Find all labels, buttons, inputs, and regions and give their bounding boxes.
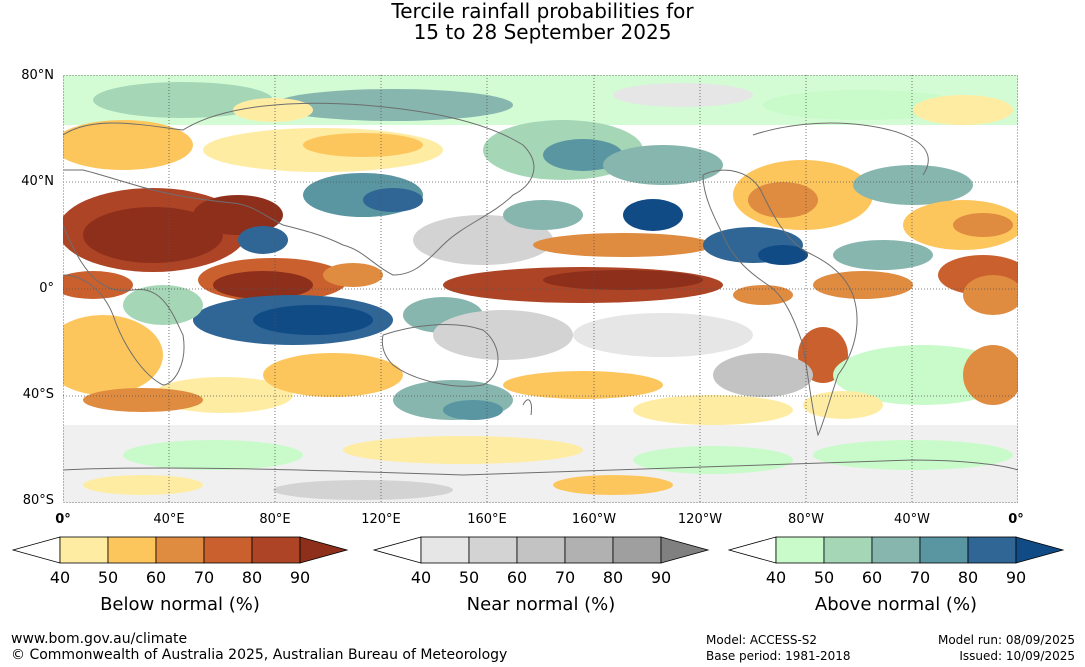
- legend-tick-label: 80: [957, 568, 979, 587]
- graticule: [63, 75, 1018, 503]
- map-svg: [43, 75, 1028, 503]
- lon-label-40e: 40°E: [153, 512, 185, 527]
- lon-label-160e: 160°E: [467, 512, 507, 527]
- legend-lower-triangle: [728, 536, 777, 564]
- legend-tick-label: 60: [861, 568, 883, 587]
- legend-swatch: [967, 536, 1017, 564]
- lat-label-40s: 40°S: [22, 387, 54, 402]
- legend-swatch: [251, 536, 301, 564]
- footer-issued: Issued: 10/09/2025: [959, 649, 1075, 663]
- legend-tick-label: 40: [49, 568, 71, 587]
- legend-swatch: [612, 536, 662, 564]
- legend-swatch: [59, 536, 109, 564]
- lon-label-80e: 80°E: [259, 512, 291, 527]
- lon-label-80w: 80°W: [788, 512, 824, 527]
- legend-colorbar: [12, 536, 349, 564]
- legend-swatch: [155, 536, 205, 564]
- lat-label-40n: 40°N: [21, 174, 54, 189]
- chart-title-line-1: Tercile rainfall probabilities for: [391, 0, 694, 23]
- lat-label-equator: 0°: [39, 281, 54, 296]
- lon-label-0: 0°: [55, 512, 71, 527]
- legend-swatch: [871, 536, 921, 564]
- footer-base-period: Base period: 1981-2018: [706, 649, 851, 663]
- footer-model-run: Model run: 08/09/2025: [937, 633, 1075, 647]
- legend-title: Above normal (%): [814, 594, 978, 615]
- rainfall-probability-map: [43, 75, 1028, 503]
- lon-label-160w: 160°W: [571, 512, 617, 527]
- legend-tick-label: 50: [97, 568, 119, 587]
- legend-tick-label: 70: [193, 568, 215, 587]
- legend-tick-label: 90: [1005, 568, 1027, 587]
- legend-tick-label: 60: [506, 568, 528, 587]
- legend-tick-label: 40: [410, 568, 432, 587]
- legend-swatch: [919, 536, 969, 564]
- legend-tick-label: 70: [554, 568, 576, 587]
- legend-swatch: [564, 536, 614, 564]
- lat-label-80s: 80°S: [22, 493, 54, 508]
- legend-colorbar: [373, 536, 710, 564]
- legend-tick-label: 80: [241, 568, 263, 587]
- footer-url: www.bom.gov.au/climate: [11, 631, 188, 647]
- legend-swatch: [516, 536, 566, 564]
- legend-lower-triangle: [12, 536, 61, 564]
- lon-label-0-east: 0°: [1008, 512, 1024, 527]
- legend-tick-label: 90: [289, 568, 311, 587]
- legend-lower-triangle: [373, 536, 422, 564]
- lon-label-120w: 120°W: [677, 512, 723, 527]
- legend-colorbar: [728, 536, 1065, 564]
- legend-title: Below normal (%): [100, 594, 260, 615]
- footer-model: Model: ACCESS-S2: [706, 633, 818, 647]
- lon-label-40w: 40°W: [894, 512, 930, 527]
- legend-swatch: [420, 536, 470, 564]
- legend-swatch: [468, 536, 518, 564]
- legend-tick-label: 70: [909, 568, 931, 587]
- legend-title: Near normal (%): [466, 594, 616, 615]
- coastlines: [62, 102, 1019, 476]
- legend-swatch: [775, 536, 825, 564]
- legend-tick-label: 40: [765, 568, 787, 587]
- legend-tick-label: 50: [458, 568, 480, 587]
- legend-swatch: [107, 536, 157, 564]
- footer-copyright: © Commonwealth of Australia 2025, Austra…: [11, 647, 508, 663]
- lat-label-80n: 80°N: [21, 68, 54, 83]
- legend-swatch: [823, 536, 873, 564]
- legend-tick-label: 80: [602, 568, 624, 587]
- legend-upper-triangle: [299, 536, 349, 564]
- legend-swatch: [203, 536, 253, 564]
- legend-tick-label: 50: [813, 568, 835, 587]
- lon-label-120e: 120°E: [361, 512, 401, 527]
- probability-field: [43, 75, 1028, 503]
- legend-upper-triangle: [1015, 536, 1065, 564]
- chart-title-line-2: 15 to 28 September 2025: [413, 20, 672, 44]
- legend-tick-label: 90: [650, 568, 672, 587]
- legend-upper-triangle: [660, 536, 710, 564]
- legend-tick-label: 60: [145, 568, 167, 587]
